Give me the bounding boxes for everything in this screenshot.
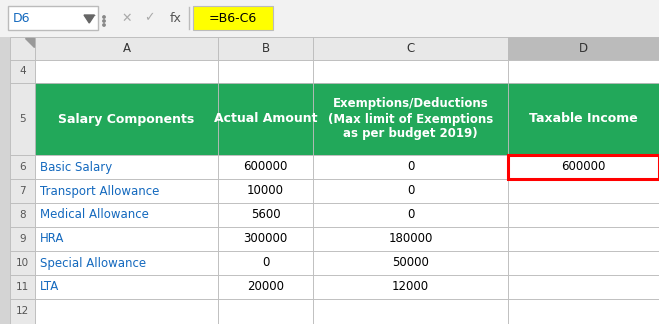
Text: ✓: ✓ (144, 11, 154, 25)
Text: 0: 0 (407, 209, 415, 222)
Bar (508, 275, 659, 299)
Text: 10000: 10000 (247, 184, 284, 198)
Bar (0, 0, 659, 37)
Text: 9: 9 (19, 234, 26, 244)
Text: 12: 12 (16, 307, 29, 317)
Text: 180000: 180000 (388, 233, 433, 246)
Bar (313, 83, 508, 155)
Text: 0: 0 (407, 184, 415, 198)
Text: 4: 4 (19, 66, 26, 76)
Bar (313, 275, 508, 299)
Bar (218, 155, 313, 179)
Text: Exemptions/Deductions
(Max limit of Exemptions
as per budget 2019): Exemptions/Deductions (Max limit of Exem… (328, 98, 493, 141)
Bar (10, 299, 35, 324)
Text: 300000: 300000 (243, 233, 287, 246)
Bar (508, 179, 659, 203)
Bar (508, 60, 659, 83)
Bar (313, 251, 508, 275)
Text: 600000: 600000 (561, 160, 606, 173)
Text: A: A (123, 42, 130, 55)
Bar (218, 251, 313, 275)
Bar (10, 275, 35, 299)
Bar (10, 227, 35, 251)
Bar (10, 83, 35, 155)
Bar (218, 179, 313, 203)
Bar (35, 299, 218, 324)
Bar (508, 251, 659, 275)
Bar (508, 299, 659, 324)
Bar (35, 37, 218, 60)
Bar (10, 37, 35, 60)
Polygon shape (25, 38, 34, 47)
Bar (508, 155, 659, 179)
Bar (10, 60, 35, 83)
Bar (218, 37, 313, 60)
Bar (35, 203, 218, 227)
Bar (10, 251, 35, 275)
Text: D: D (579, 42, 588, 55)
Text: 600000: 600000 (243, 160, 288, 173)
Text: 10: 10 (16, 258, 29, 268)
Polygon shape (84, 15, 94, 23)
Bar (35, 227, 218, 251)
Text: 11: 11 (16, 282, 29, 292)
Text: C: C (407, 42, 415, 55)
Text: 6: 6 (19, 162, 26, 172)
Text: Basic Salary: Basic Salary (40, 160, 112, 173)
Bar (218, 275, 313, 299)
Bar (313, 203, 508, 227)
Bar (193, 6, 273, 30)
Bar (8, 6, 98, 30)
Bar (35, 155, 218, 179)
Bar (508, 227, 659, 251)
Circle shape (103, 16, 105, 18)
Bar (35, 60, 218, 83)
Text: Medical Allowance: Medical Allowance (40, 209, 149, 222)
Bar (218, 299, 313, 324)
Bar (35, 83, 218, 155)
Bar (10, 155, 35, 179)
Text: 5600: 5600 (250, 209, 280, 222)
Bar (10, 203, 35, 227)
Bar (508, 203, 659, 227)
Text: HRA: HRA (40, 233, 65, 246)
Bar (218, 83, 313, 155)
Text: 5: 5 (19, 114, 26, 124)
Text: Actual Amount: Actual Amount (214, 112, 317, 125)
Text: 7: 7 (19, 186, 26, 196)
Bar (218, 227, 313, 251)
Bar (218, 203, 313, 227)
Bar (313, 155, 508, 179)
Bar (508, 83, 659, 155)
Text: B: B (262, 42, 270, 55)
Text: Special Allowance: Special Allowance (40, 257, 146, 270)
Bar (313, 37, 508, 60)
Bar (313, 227, 508, 251)
Text: 12000: 12000 (392, 281, 429, 294)
Circle shape (103, 20, 105, 22)
Text: 20000: 20000 (247, 281, 284, 294)
Text: 0: 0 (407, 160, 415, 173)
Text: D6: D6 (13, 11, 30, 25)
Bar (35, 275, 218, 299)
Text: Salary Components: Salary Components (59, 112, 194, 125)
Text: 0: 0 (262, 257, 269, 270)
Bar (508, 37, 659, 60)
Text: fx: fx (170, 11, 182, 25)
Text: Taxable Income: Taxable Income (529, 112, 638, 125)
Text: =B6-C6: =B6-C6 (209, 11, 257, 25)
Bar (313, 60, 508, 83)
Bar (35, 251, 218, 275)
Text: LTA: LTA (40, 281, 59, 294)
Text: ✕: ✕ (122, 11, 132, 25)
Bar (35, 179, 218, 203)
Text: 50000: 50000 (392, 257, 429, 270)
Bar (10, 179, 35, 203)
Bar (218, 60, 313, 83)
Text: 8: 8 (19, 210, 26, 220)
Bar (313, 179, 508, 203)
Text: Transport Allowance: Transport Allowance (40, 184, 159, 198)
Bar (313, 299, 508, 324)
Circle shape (103, 24, 105, 26)
